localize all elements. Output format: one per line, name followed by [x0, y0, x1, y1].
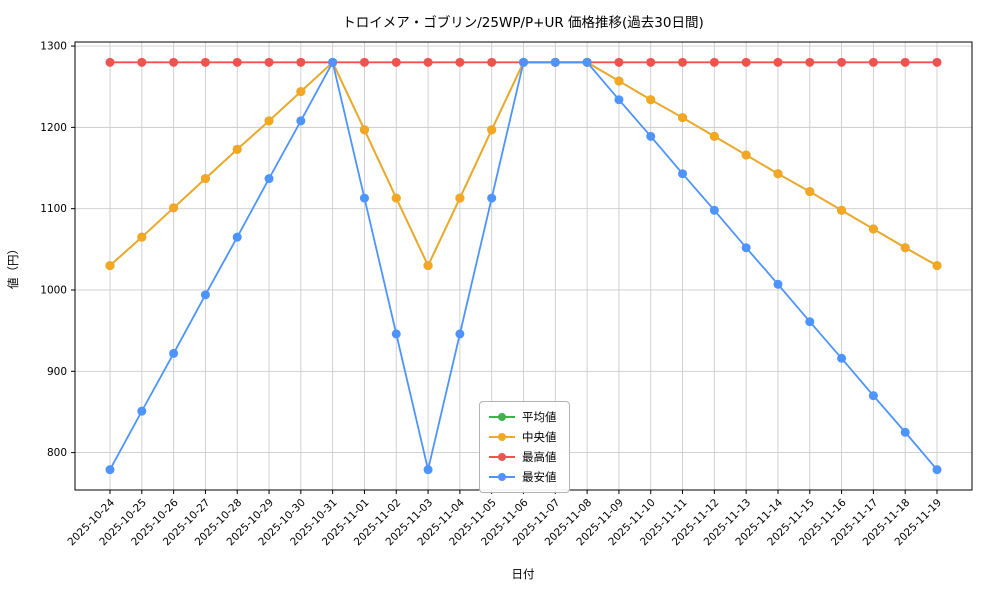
marker-lowest — [232, 232, 242, 242]
marker-highest — [455, 57, 465, 67]
marker-highest — [868, 57, 878, 67]
y-tick-label: 1000 — [40, 284, 67, 296]
marker-lowest — [550, 57, 560, 67]
marker-highest — [932, 57, 942, 67]
marker-lowest — [328, 57, 338, 67]
legend-label-median: 中央値 — [522, 430, 557, 444]
y-tick-label: 900 — [47, 366, 67, 378]
legend-line-dot-icon — [489, 412, 515, 422]
legend-label-highest: 最高値 — [522, 450, 557, 464]
marker-median — [296, 87, 306, 97]
marker-median — [646, 95, 656, 105]
marker-lowest — [900, 427, 910, 437]
marker-lowest — [455, 329, 465, 339]
marker-median — [487, 125, 497, 135]
marker-median — [741, 150, 751, 160]
marker-lowest — [837, 353, 847, 363]
marker-highest — [423, 57, 433, 67]
marker-lowest — [169, 348, 179, 358]
marker-median — [709, 131, 719, 141]
marker-highest — [359, 57, 369, 67]
marker-median — [137, 232, 147, 242]
marker-highest — [264, 57, 274, 67]
y-axis-label: 値（円） — [6, 243, 20, 289]
marker-lowest — [678, 169, 688, 179]
legend-item-median: 中央値 — [489, 429, 557, 445]
legend-item-average: 平均値 — [489, 409, 557, 425]
marker-median — [614, 76, 624, 86]
marker-lowest — [741, 243, 751, 253]
marker-lowest — [773, 279, 783, 289]
marker-lowest — [423, 465, 433, 475]
marker-highest — [137, 57, 147, 67]
marker-highest — [200, 57, 210, 67]
marker-median — [868, 224, 878, 234]
legend-label-average: 平均値 — [522, 410, 557, 424]
marker-lowest — [519, 57, 528, 67]
marker-highest — [487, 57, 497, 67]
marker-median — [232, 144, 242, 154]
marker-lowest — [200, 290, 210, 300]
marker-highest — [900, 57, 910, 67]
marker-highest — [169, 57, 179, 67]
legend-item-highest: 最高値 — [489, 449, 557, 465]
marker-lowest — [932, 465, 942, 475]
marker-lowest — [296, 116, 306, 126]
marker-median — [105, 261, 115, 271]
y-tick-label: 1100 — [40, 203, 67, 215]
marker-highest — [773, 57, 783, 67]
marker-median — [359, 125, 369, 135]
marker-highest — [678, 57, 688, 67]
marker-highest — [232, 57, 242, 67]
marker-highest — [296, 57, 306, 67]
marker-median — [678, 113, 688, 123]
y-tick-label: 800 — [47, 447, 67, 459]
marker-lowest — [264, 174, 274, 184]
y-tick-label: 1200 — [40, 122, 67, 134]
marker-highest — [709, 57, 719, 67]
legend: 平均値中央値最高値最安値 — [479, 401, 570, 493]
marker-lowest — [868, 391, 878, 401]
chart-title: トロイメア・ゴブリン/25WP/P+UR 価格推移(過去30日間) — [342, 14, 703, 31]
marker-median — [932, 261, 942, 271]
marker-lowest — [359, 193, 369, 203]
marker-lowest — [137, 406, 147, 416]
marker-lowest — [805, 317, 815, 327]
legend-item-lowest: 最安値 — [489, 469, 557, 485]
marker-median — [391, 193, 401, 203]
marker-median — [264, 116, 274, 126]
marker-median — [773, 169, 783, 179]
marker-median — [169, 203, 179, 213]
marker-median — [200, 174, 210, 184]
marker-lowest — [487, 193, 497, 203]
legend-line-dot-icon — [489, 452, 515, 462]
marker-highest — [805, 57, 815, 67]
legend-label-lowest: 最安値 — [522, 470, 557, 484]
marker-lowest — [391, 329, 401, 339]
y-tick-label: 1300 — [40, 41, 67, 53]
x-axis-label: 日付 — [512, 567, 535, 581]
marker-median — [900, 243, 910, 253]
marker-highest — [837, 57, 847, 67]
marker-median — [805, 187, 815, 197]
marker-highest — [105, 57, 115, 67]
marker-highest — [614, 57, 624, 67]
marker-lowest — [582, 57, 592, 67]
marker-highest — [646, 57, 656, 67]
marker-highest — [741, 57, 751, 67]
marker-median — [455, 193, 465, 203]
marker-lowest — [105, 465, 115, 475]
marker-highest — [391, 57, 401, 67]
marker-median — [837, 205, 847, 215]
marker-median — [423, 261, 433, 271]
marker-lowest — [614, 95, 624, 105]
marker-lowest — [646, 131, 656, 141]
legend-line-dot-icon — [489, 432, 515, 442]
legend-line-dot-icon — [489, 472, 515, 482]
marker-lowest — [709, 205, 719, 215]
